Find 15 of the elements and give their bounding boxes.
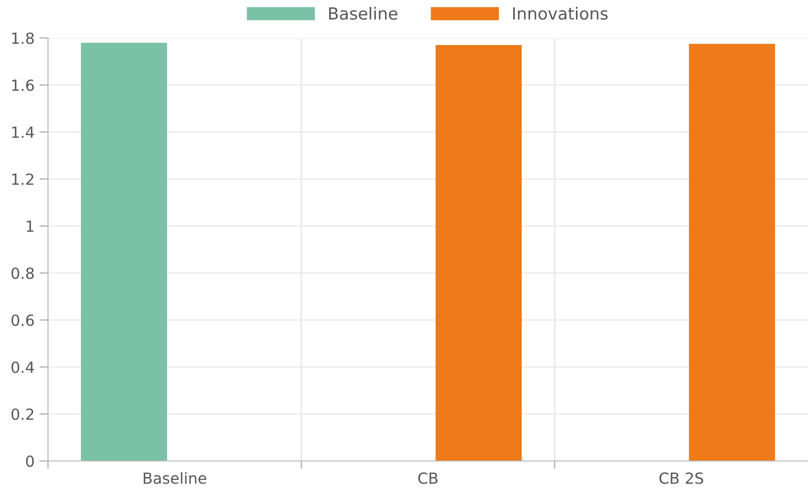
legend-label: Innovations xyxy=(513,6,608,20)
y-tick-label: 0.8 xyxy=(12,267,34,280)
y-tick-label: 1.8 xyxy=(12,32,34,44)
y-tick-label: 0 xyxy=(26,455,34,468)
y-tick-label: 0.6 xyxy=(12,314,34,326)
y-tick-label: 0.4 xyxy=(12,361,34,374)
x-tick-label: CB 2S xyxy=(659,472,704,484)
y-tick-label: 1 xyxy=(26,220,34,232)
x-tick-label: Baseline xyxy=(144,472,206,484)
y-tick-label: 1.6 xyxy=(12,79,34,92)
y-tick-label: 0.2 xyxy=(12,408,34,420)
y-tick-label: 1.4 xyxy=(12,126,34,138)
legend-label: Baseline xyxy=(329,6,398,20)
y-tick-label: 1.2 xyxy=(12,173,34,185)
x-tick-label: CB xyxy=(418,472,438,484)
